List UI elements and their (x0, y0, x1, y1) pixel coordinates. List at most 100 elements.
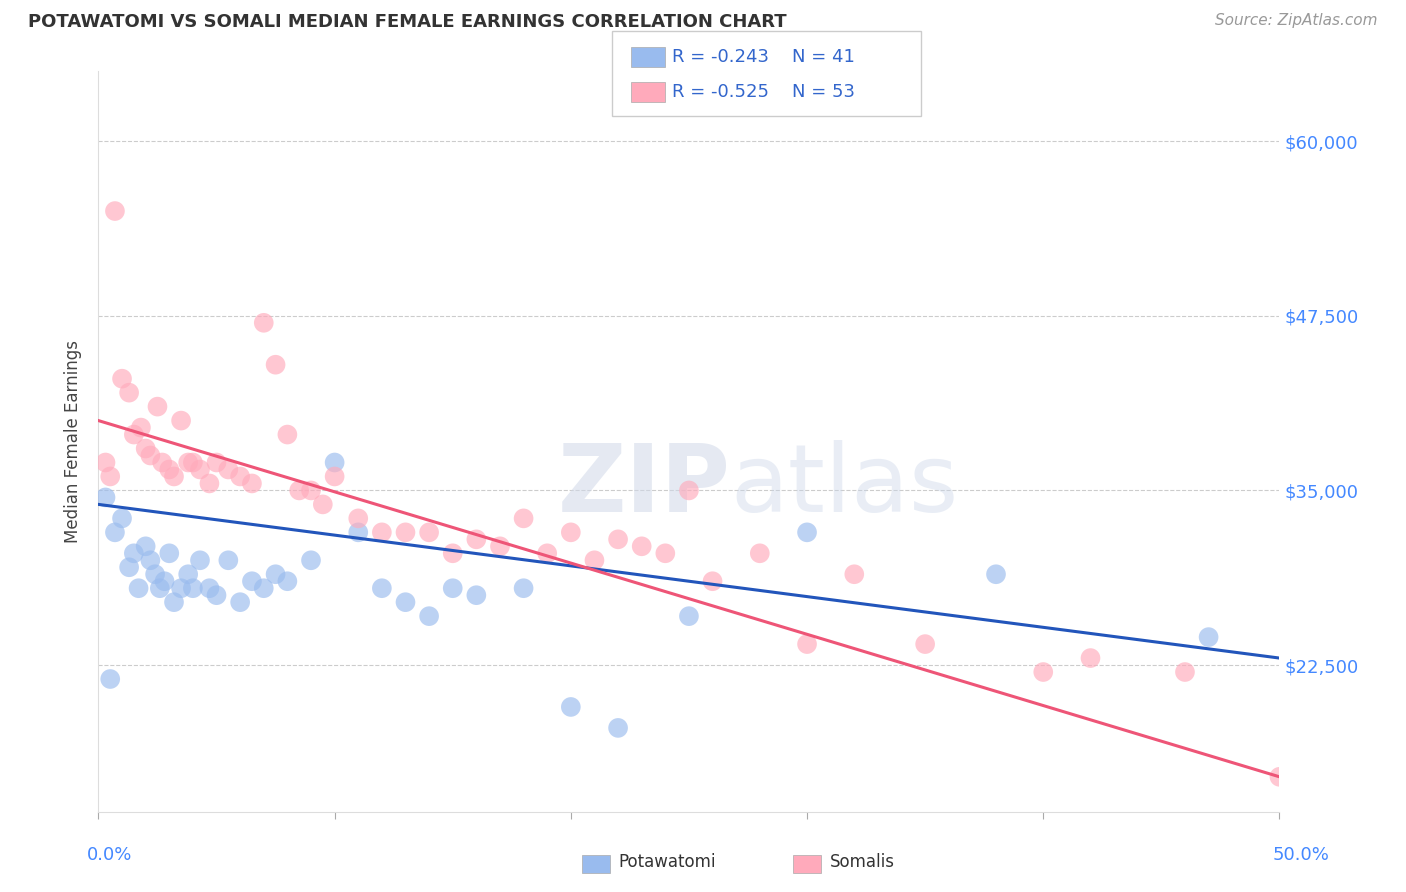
Text: Potawatomi: Potawatomi (619, 853, 716, 871)
Point (240, 574, 263, 589)
Point (299, 553, 322, 567)
Point (217, 462, 239, 476)
Point (135, 442, 157, 456)
Point (1032, 665, 1054, 679)
Point (253, 581, 276, 595)
Text: 0.0%: 0.0% (87, 846, 132, 863)
Text: Source: ZipAtlas.com: Source: ZipAtlas.com (1215, 13, 1378, 29)
Point (205, 455, 228, 469)
Point (583, 553, 606, 567)
Point (181, 581, 204, 595)
Point (984, 567, 1007, 582)
Point (157, 462, 180, 476)
Point (607, 721, 630, 735)
Point (229, 469, 252, 483)
Point (94, 491, 117, 505)
Text: 50.0%: 50.0% (1272, 846, 1329, 863)
Point (240, 476, 263, 491)
Point (170, 581, 193, 595)
Point (371, 525, 394, 540)
Point (276, 427, 298, 442)
Point (253, 316, 276, 330)
Point (1174, 665, 1197, 679)
Text: atlas: atlas (730, 440, 959, 532)
Point (163, 595, 186, 609)
Point (104, 525, 127, 540)
Point (198, 476, 221, 491)
Point (111, 511, 134, 525)
Point (264, 358, 287, 372)
Point (149, 581, 172, 595)
Point (512, 511, 534, 525)
Point (654, 546, 676, 560)
Point (630, 539, 652, 553)
Point (489, 539, 512, 553)
Point (170, 414, 193, 428)
Point (276, 574, 298, 589)
Point (512, 581, 534, 595)
Point (844, 567, 866, 582)
Point (441, 546, 464, 560)
Point (441, 581, 464, 595)
Point (104, 204, 127, 219)
Point (118, 560, 141, 574)
Text: Somalis: Somalis (830, 853, 894, 871)
Point (157, 546, 180, 560)
Point (177, 567, 200, 582)
Point (560, 700, 582, 714)
Point (678, 609, 700, 624)
Point (205, 588, 228, 602)
Point (118, 385, 141, 400)
Point (371, 581, 394, 595)
Point (748, 546, 770, 560)
Point (323, 455, 346, 469)
Point (465, 533, 488, 547)
Point (607, 533, 630, 547)
Point (702, 574, 724, 589)
Point (347, 525, 370, 540)
Point (229, 595, 252, 609)
Point (1198, 630, 1220, 644)
Point (536, 546, 558, 560)
Point (177, 455, 200, 469)
Point (288, 483, 311, 498)
Point (347, 511, 370, 525)
Point (150, 455, 173, 469)
Point (98, 672, 121, 686)
Point (418, 525, 440, 540)
Point (122, 427, 145, 442)
Point (143, 567, 166, 582)
Point (198, 581, 221, 595)
Text: ZIP: ZIP (557, 440, 730, 532)
Point (312, 497, 335, 511)
Point (394, 525, 416, 540)
Point (128, 581, 150, 595)
Point (188, 462, 211, 476)
Point (111, 372, 134, 386)
Point (465, 588, 488, 602)
Point (678, 483, 700, 498)
Point (1268, 770, 1291, 784)
Point (98, 469, 121, 483)
Point (163, 469, 186, 483)
Point (1080, 651, 1102, 665)
Point (323, 469, 346, 483)
Point (139, 449, 162, 463)
Point (181, 455, 204, 469)
Point (129, 420, 152, 434)
Point (135, 539, 157, 553)
Y-axis label: Median Female Earnings: Median Female Earnings (65, 340, 83, 543)
Point (139, 553, 162, 567)
Point (188, 553, 211, 567)
Text: R = -0.243    N = 41: R = -0.243 N = 41 (672, 48, 855, 66)
Text: POTAWATOMI VS SOMALI MEDIAN FEMALE EARNINGS CORRELATION CHART: POTAWATOMI VS SOMALI MEDIAN FEMALE EARNI… (28, 13, 787, 31)
Point (914, 637, 936, 651)
Point (94, 455, 117, 469)
Point (796, 637, 818, 651)
Point (418, 609, 440, 624)
Point (146, 400, 169, 414)
Point (264, 567, 287, 582)
Point (153, 574, 176, 589)
Point (796, 525, 818, 540)
Point (394, 595, 416, 609)
